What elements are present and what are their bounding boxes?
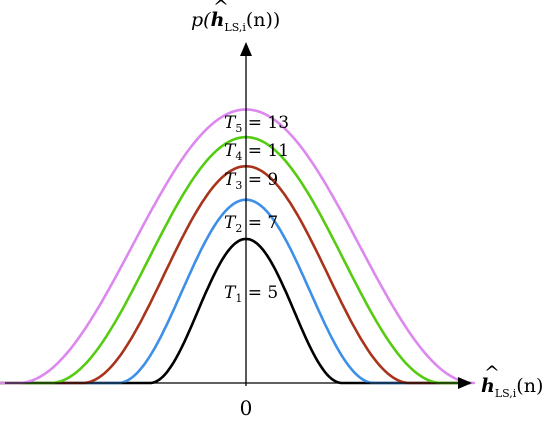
y-axis-title-prefix: p( — [191, 9, 211, 31]
x-axis-title-arg: (n) — [516, 375, 543, 397]
series-curve-4 — [0, 135, 471, 385]
y-axis-title-symbol: h — [211, 9, 225, 31]
x-axis-title: hLS,i(n) — [481, 375, 543, 400]
series-label-2: T2 = 7 — [224, 213, 278, 235]
x-tick-label-0: 0 — [240, 396, 253, 420]
series-label-4: T4 = 11 — [224, 141, 289, 163]
series-label-1: T1 = 5 — [224, 283, 278, 305]
y-axis-arrow — [240, 42, 252, 56]
series-labels: T1 = 5 T2 = 7 T3 = 9 T4 = 11 T5 = 13 — [224, 113, 289, 305]
y-axis-title-arg: (n)) — [246, 9, 280, 31]
series-label-3: T3 = 9 — [224, 170, 278, 192]
series-curve-3 — [0, 164, 471, 385]
x-axis-title-hat: ^ — [484, 362, 500, 384]
series-curve-1 — [0, 237, 471, 385]
y-axis-title-hat: ^ — [213, 0, 229, 18]
series-label-5: T5 = 13 — [224, 113, 289, 135]
x-axis-title-subscript: LS,i — [495, 387, 517, 400]
x-axis-arrow — [458, 377, 472, 389]
y-axis-title: p(hLS,i(n)) — [191, 9, 280, 34]
y-axis-title-subscript: LS,i — [224, 21, 246, 34]
x-axis-title-symbol: h — [481, 375, 495, 397]
